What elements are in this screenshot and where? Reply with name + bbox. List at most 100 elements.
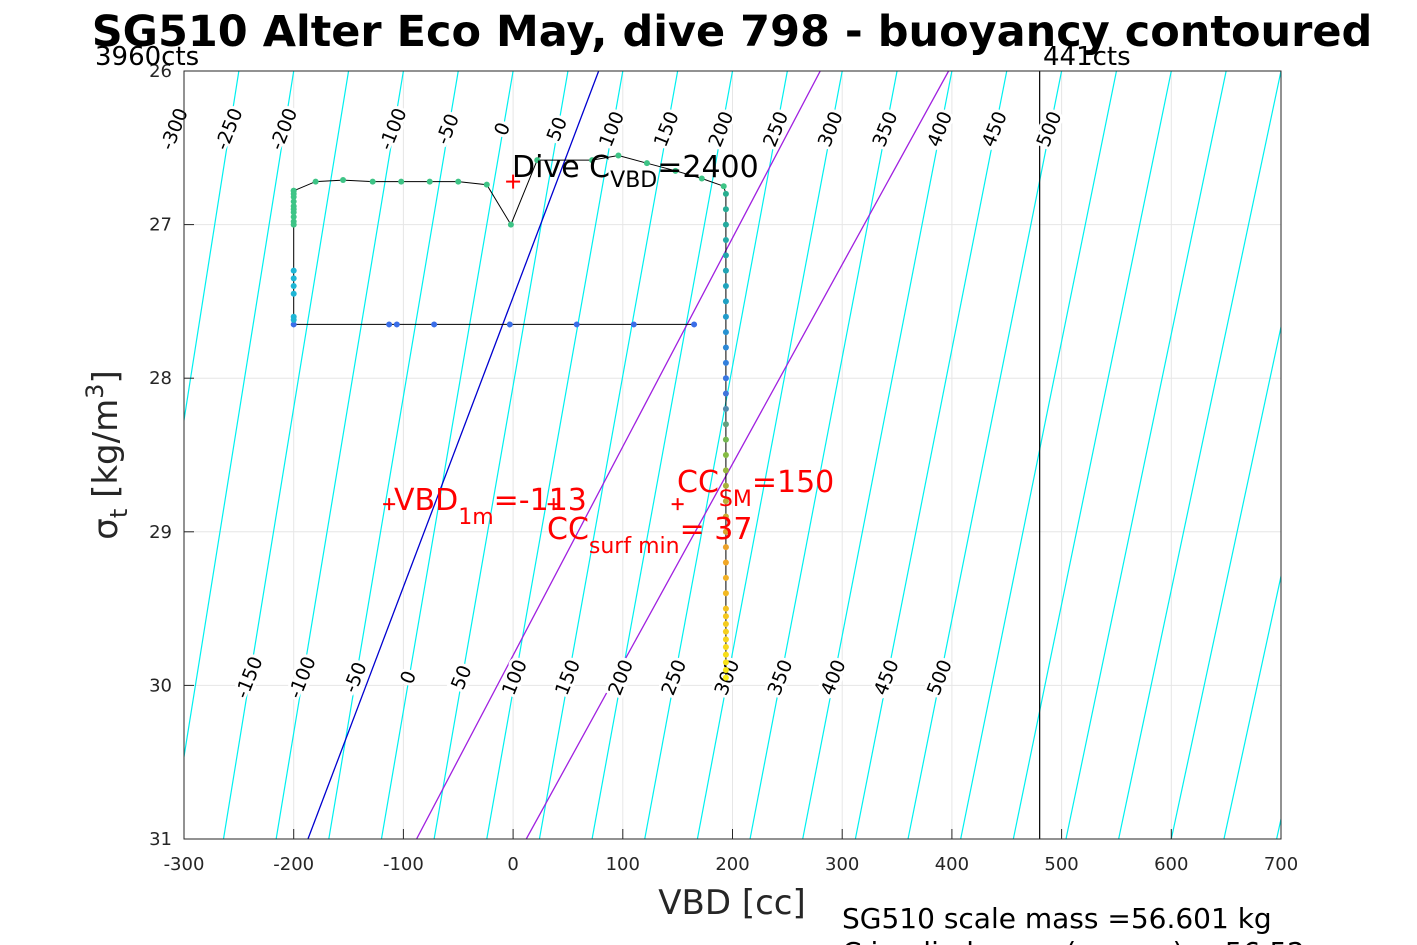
y-tick-label: 28 [149, 368, 172, 389]
data-point [290, 213, 297, 220]
y-tick-label: 29 [149, 522, 172, 543]
data-point [290, 218, 297, 225]
vbd-1m-rest: =-113 [494, 483, 587, 518]
contour-line [1382, 71, 1417, 839]
data-point [722, 674, 729, 681]
data-point [722, 513, 729, 520]
contour-line [433, 71, 569, 839]
data-point [369, 178, 376, 185]
data-point [630, 321, 637, 328]
data-point [722, 190, 729, 197]
x-tick-label: 600 [1154, 854, 1188, 875]
x-tick-label: 200 [715, 854, 749, 875]
data-point [643, 160, 650, 167]
data-point [722, 498, 729, 505]
data-point [722, 267, 729, 274]
data-point [722, 482, 729, 489]
vbd-1m-annotation: VBD1m=-113 [394, 483, 587, 530]
data-point [386, 321, 393, 328]
data-point [431, 321, 438, 328]
data-point [573, 321, 580, 328]
x-axis-label: VBD [cc] [658, 883, 806, 923]
data-point [672, 167, 679, 174]
y-tick-label: 26 [149, 61, 172, 82]
x-tick-label: 0 [507, 854, 518, 875]
data-point [722, 528, 729, 535]
data-point [722, 628, 729, 635]
data-point [722, 421, 729, 428]
x-tick-label: -300 [164, 854, 205, 875]
y-axis-label-sub: t [105, 509, 133, 518]
cc-sm-annotation: CCSM=150 [677, 465, 834, 512]
data-point [722, 236, 729, 243]
contour-line [960, 71, 1118, 839]
chart-title: SG510 Alter Eco May, dive 798 - buoyancy… [92, 7, 1373, 57]
y-axis-label-close: ] [86, 370, 126, 383]
data-point [722, 452, 729, 458]
contour-line [1065, 71, 1227, 839]
implied-mass-text: C implied mass (approx) = 56.52 [842, 936, 1305, 945]
implied-mass-rest: implied mass (approx) = 56.52 [862, 936, 1305, 945]
annotations: Dive CVBD=2400 VBD1m=-113 CCSM=150 CCsur… [383, 150, 834, 559]
data-point [393, 321, 400, 328]
dive-cvbd-annotation: Dive CVBD=2400 [512, 150, 759, 193]
contour-line [538, 71, 679, 839]
x-tick-label: 400 [935, 854, 969, 875]
x-tick-label: 300 [825, 854, 859, 875]
data-point [290, 187, 297, 194]
data-point [722, 375, 729, 382]
cc-surf-min-rest: = 37 [680, 512, 753, 547]
special-line [415, 71, 821, 839]
vbd-1m-sub: 1m [458, 505, 493, 530]
data-point [589, 157, 596, 164]
y-axis-ticks: 26 27 28 29 30 31 [149, 61, 194, 850]
data-point [722, 613, 729, 620]
implied-mass-c: C [842, 936, 862, 945]
buoyancy-contours [0, 71, 1417, 839]
special-line [525, 71, 950, 839]
data-point [290, 203, 297, 210]
y-axis-label: σt [kg/m3] [81, 370, 133, 539]
dive-cvbd-main: Dive C [512, 150, 610, 185]
contour-line [328, 71, 459, 839]
contour-line [1223, 573, 1281, 839]
data-point [722, 390, 729, 397]
contour-line [802, 71, 953, 839]
dive-cvbd-sub: VBD [610, 168, 657, 193]
reference-lines [307, 71, 1041, 839]
x-tick-label: 500 [1044, 854, 1078, 875]
data-point [722, 252, 729, 259]
data-point [290, 275, 297, 282]
contour-line [184, 71, 240, 424]
data-point [483, 181, 490, 188]
data-point [722, 467, 729, 474]
cc-sm-sub: SM [719, 487, 752, 512]
contour-line [854, 71, 1008, 839]
data-point [340, 177, 347, 184]
data-point [722, 544, 729, 551]
contour-line [907, 71, 1063, 839]
cc-surf-min-main: CC [547, 512, 589, 547]
data-point [312, 178, 319, 185]
contour-line [591, 71, 734, 839]
cc-surf-min-sub: surf min [589, 534, 680, 559]
data-point [722, 590, 729, 597]
contour-line [696, 71, 843, 839]
contour-line [0, 71, 74, 839]
data-point [722, 620, 729, 627]
cc-surf-min-annotation: CCsurf min= 37 [547, 512, 752, 559]
data-point [290, 267, 297, 274]
contour-line [222, 71, 350, 839]
x-tick-label: -200 [273, 854, 314, 875]
x-tick-label: 100 [606, 854, 640, 875]
contour-line [1329, 71, 1417, 839]
y-axis-label-rest: [kg/m [86, 399, 126, 509]
x-tick-label: 700 [1264, 854, 1298, 875]
y-axis-label-sup: 3 [81, 384, 109, 399]
data-point [722, 405, 729, 412]
data-point [722, 659, 729, 666]
annotation-markers [383, 174, 684, 511]
data-point [722, 667, 729, 674]
data-point [722, 206, 729, 213]
